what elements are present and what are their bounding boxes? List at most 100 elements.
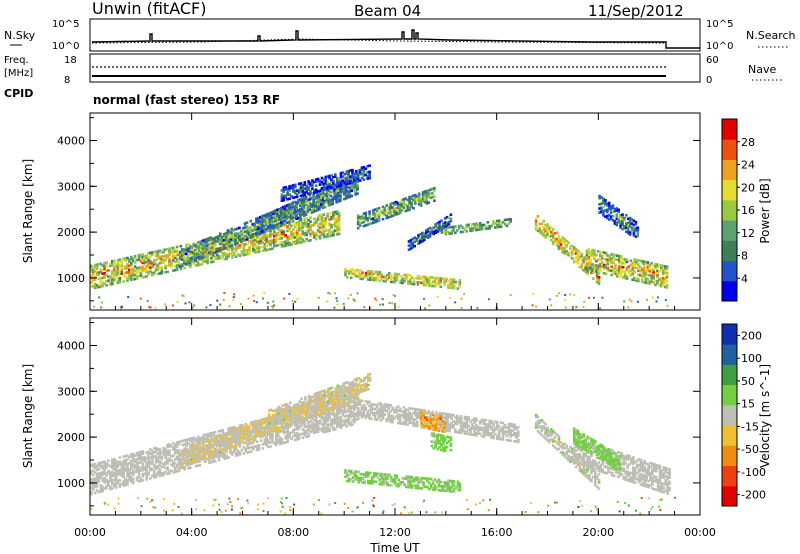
scatter-cell-0-9: [633, 266, 636, 270]
scatter-cell-0-10: [636, 228, 640, 232]
scatter-cell-0-6: [433, 278, 437, 282]
scatter-cell-0-2: [274, 219, 277, 223]
scatter-cell-0-0: [322, 229, 326, 233]
scatter-cell-1-1: [293, 422, 296, 426]
scatter-cell-0-6: [452, 284, 456, 288]
scatter-cell-1-0: [355, 405, 358, 409]
scatter-cell-0-0: [95, 286, 99, 289]
scatter-cell-1-1: [217, 439, 220, 443]
scatter-cell-0-9: [604, 272, 608, 275]
scatter-cell-1-1: [293, 420, 296, 423]
scatter-cell-0-1: [344, 192, 348, 196]
scatter-cell-1-0: [120, 466, 124, 469]
scatter-cell-0-0: [133, 255, 137, 258]
scatter-cell-0-9: [658, 278, 661, 281]
scatter-cell-0-9: [621, 270, 625, 273]
scatter-cell-0-10: [602, 214, 605, 217]
scatter-cell-1-0: [332, 426, 335, 429]
scatter-cell-1-1: [251, 430, 254, 434]
scatter-cell-1-0: [120, 470, 124, 473]
scatter-cell-0-0: [172, 246, 175, 250]
scatter-cell-1-0: [263, 438, 267, 441]
scatter-cell-0-9: [650, 262, 653, 265]
scatter-cell-1-0: [322, 422, 326, 426]
scatter-cell-0-1: [236, 233, 239, 237]
scatter-cell-0-0: [170, 247, 173, 250]
scatter-cell-0-0: [149, 251, 152, 255]
scatter-cell-1-0: [328, 427, 331, 430]
scatter-cell-0-4: [425, 195, 429, 199]
scatter-cell-0-8: [578, 251, 582, 254]
scatter-cell-0-7: [471, 229, 474, 232]
scatter-cell-0-1: [234, 238, 237, 242]
scatter-cell-1-0: [105, 480, 108, 484]
scatter-cell-0-9: [639, 259, 642, 263]
scatter-cell-0-10: [607, 214, 611, 217]
scatter-cell-0-0: [206, 257, 209, 261]
scatter-cell-0-0: [309, 239, 312, 242]
scatter-cell-1-1: [198, 449, 201, 452]
scatter-cell-0-0: [162, 259, 165, 262]
scatter-cell-1-0: [166, 445, 169, 449]
noise-cell: [391, 302, 394, 305]
scatter-cell-1-0: [158, 468, 162, 471]
scatter-cell-0-2: [323, 193, 327, 196]
scatter-cell-0-6: [384, 277, 387, 281]
scatter-cell-1-0: [305, 431, 308, 434]
scatter-cell-0-0: [91, 278, 95, 282]
scatter-cell-0-6: [449, 280, 452, 283]
scatter-cell-0-1: [243, 226, 247, 229]
scatter-cell-0-0: [326, 212, 329, 216]
scatter-cell-1-0: [112, 478, 116, 482]
scatter-cell-0-9: [602, 257, 606, 261]
scatter-cell-0-6: [401, 277, 404, 281]
scatter-cell-1-0: [105, 478, 108, 481]
scatter-cell-0-0: [196, 261, 200, 265]
noise-cell: [354, 299, 356, 302]
scatter-cell-1-1: [232, 429, 235, 433]
scatter-cell-0-4: [391, 206, 394, 209]
scatter-cell-1-0: [152, 476, 156, 479]
scatter-cell-0-9: [640, 259, 644, 263]
scatter-cell-0-6: [349, 268, 353, 271]
scatter-cell-1-0: [149, 452, 152, 455]
scatter-cell-1-0: [194, 464, 198, 468]
scatter-cell-0-0: [242, 249, 246, 253]
scatter-cell-0-0: [109, 281, 112, 284]
scatter-cell-0-1: [213, 251, 216, 254]
scatter-cell-0-0: [93, 270, 97, 273]
scatter-cell-1-0: [141, 466, 145, 470]
scatter-cell-1-0: [135, 453, 139, 457]
scatter-cell-0-1: [354, 191, 357, 194]
scatter-cell-0-4: [368, 210, 371, 213]
scatter-cell-0-9: [589, 250, 592, 253]
scatter-cell-1-0: [349, 409, 352, 412]
scatter-cell-1-0: [139, 454, 143, 458]
scatter-cell-0-0: [267, 233, 270, 237]
scatter-cell-0-0: [284, 223, 287, 227]
noise-cell: [101, 301, 103, 304]
scatter-cell-1-0: [109, 479, 112, 483]
scatter-cell-0-9: [637, 269, 640, 272]
scatter-cell-0-9: [614, 270, 617, 273]
scatter-cell-1-1: [196, 449, 199, 453]
scatter-cell-0-0: [242, 247, 246, 251]
scatter-cell-1-0: [282, 441, 286, 445]
scatter-cell-1-0: [355, 395, 358, 399]
scatter-cell-0-1: [240, 238, 243, 241]
scatter-cell-0-0: [320, 217, 324, 221]
scatter-cell-0-7: [507, 222, 511, 225]
scatter-cell-0-0: [130, 255, 133, 259]
scatter-cell-0-1: [196, 252, 199, 255]
scatter-cell-0-9: [637, 279, 640, 283]
scatter-cell-0-0: [141, 265, 145, 269]
scatter-cell-0-2: [260, 215, 264, 218]
scatter-cell-1-0: [337, 416, 341, 420]
scatter-cell-1-0: [189, 437, 192, 441]
scatter-cell-0-1: [247, 228, 251, 232]
scatter-cell-1-0: [137, 476, 141, 479]
scatter-cell-0-10: [600, 202, 603, 205]
scatter-cell-1-1: [241, 436, 245, 439]
scatter-cell-0-3: [288, 187, 291, 190]
scatter-cell-1-0: [326, 425, 329, 429]
